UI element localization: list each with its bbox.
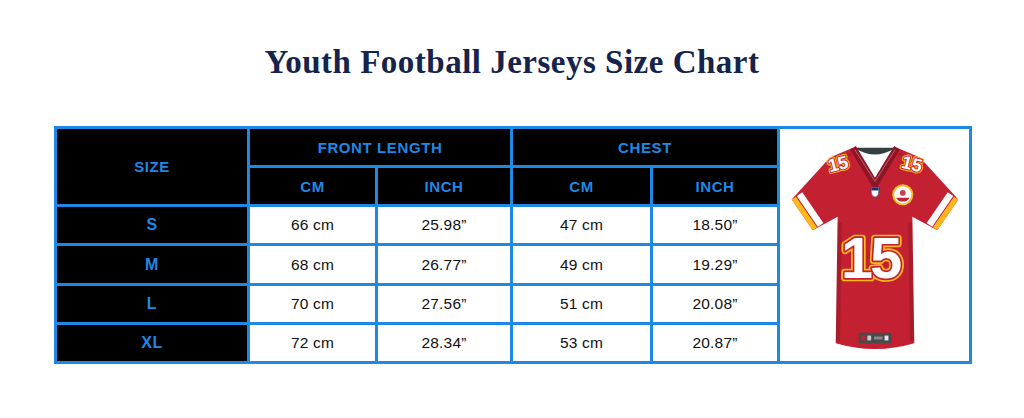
header-row-groups: SIZE FRONT LENGTH CHEST [56,128,971,167]
front-length-inch-value: 26.77” [377,245,512,284]
size-label: M [56,245,249,284]
header-chest: CHEST [512,128,779,167]
front-length-inch-value: 27.56” [377,284,512,323]
svg-text:15: 15 [841,226,901,290]
chest-cm-value: 49 cm [512,245,652,284]
subheader-chest-inch: INCH [652,167,779,206]
front-length-cm-value: 72 cm [249,323,377,362]
subheader-front-cm: CM [249,167,377,206]
jersey-photo-cell: 15 15 15 15 15 15 15 1 [779,128,971,363]
size-chart-page: Youth Football Jerseys Size Chart SIZE F… [0,0,1024,418]
front-length-cm-value: 68 cm [249,245,377,284]
page-title: Youth Football Jerseys Size Chart [0,44,1024,80]
size-label: L [56,284,249,323]
size-label: XL [56,323,249,362]
header-size: SIZE [56,128,249,206]
front-length-inch-value: 28.34” [377,323,512,362]
header-front-length: FRONT LENGTH [249,128,512,167]
chest-inch-value: 18.50” [652,206,779,245]
size-chart-table: SIZE FRONT LENGTH CHEST [54,126,972,364]
chest-cm-value: 51 cm [512,284,652,323]
front-length-cm-value: 70 cm [249,284,377,323]
swoosh-icon [925,235,941,244]
inner-collar [855,148,893,155]
subheader-chest-cm: CM [512,167,652,206]
chest-inch-value: 19.29” [652,245,779,284]
jock-tag [858,333,891,344]
team-patch-icon [893,185,912,204]
front-length-cm-value: 66 cm [249,206,377,245]
chest-inch-value: 20.87” [652,323,779,362]
chest-number: 15 15 15 [841,226,901,290]
subheader-front-inch: INCH [377,167,512,206]
jersey-image: 15 15 15 15 15 15 15 1 [784,133,966,361]
chest-cm-value: 53 cm [512,323,652,362]
chest-inch-value: 20.08” [652,284,779,323]
chest-cm-value: 47 cm [512,206,652,245]
front-length-inch-value: 25.98” [377,206,512,245]
nfl-shield-icon [871,187,879,197]
size-label: S [56,206,249,245]
